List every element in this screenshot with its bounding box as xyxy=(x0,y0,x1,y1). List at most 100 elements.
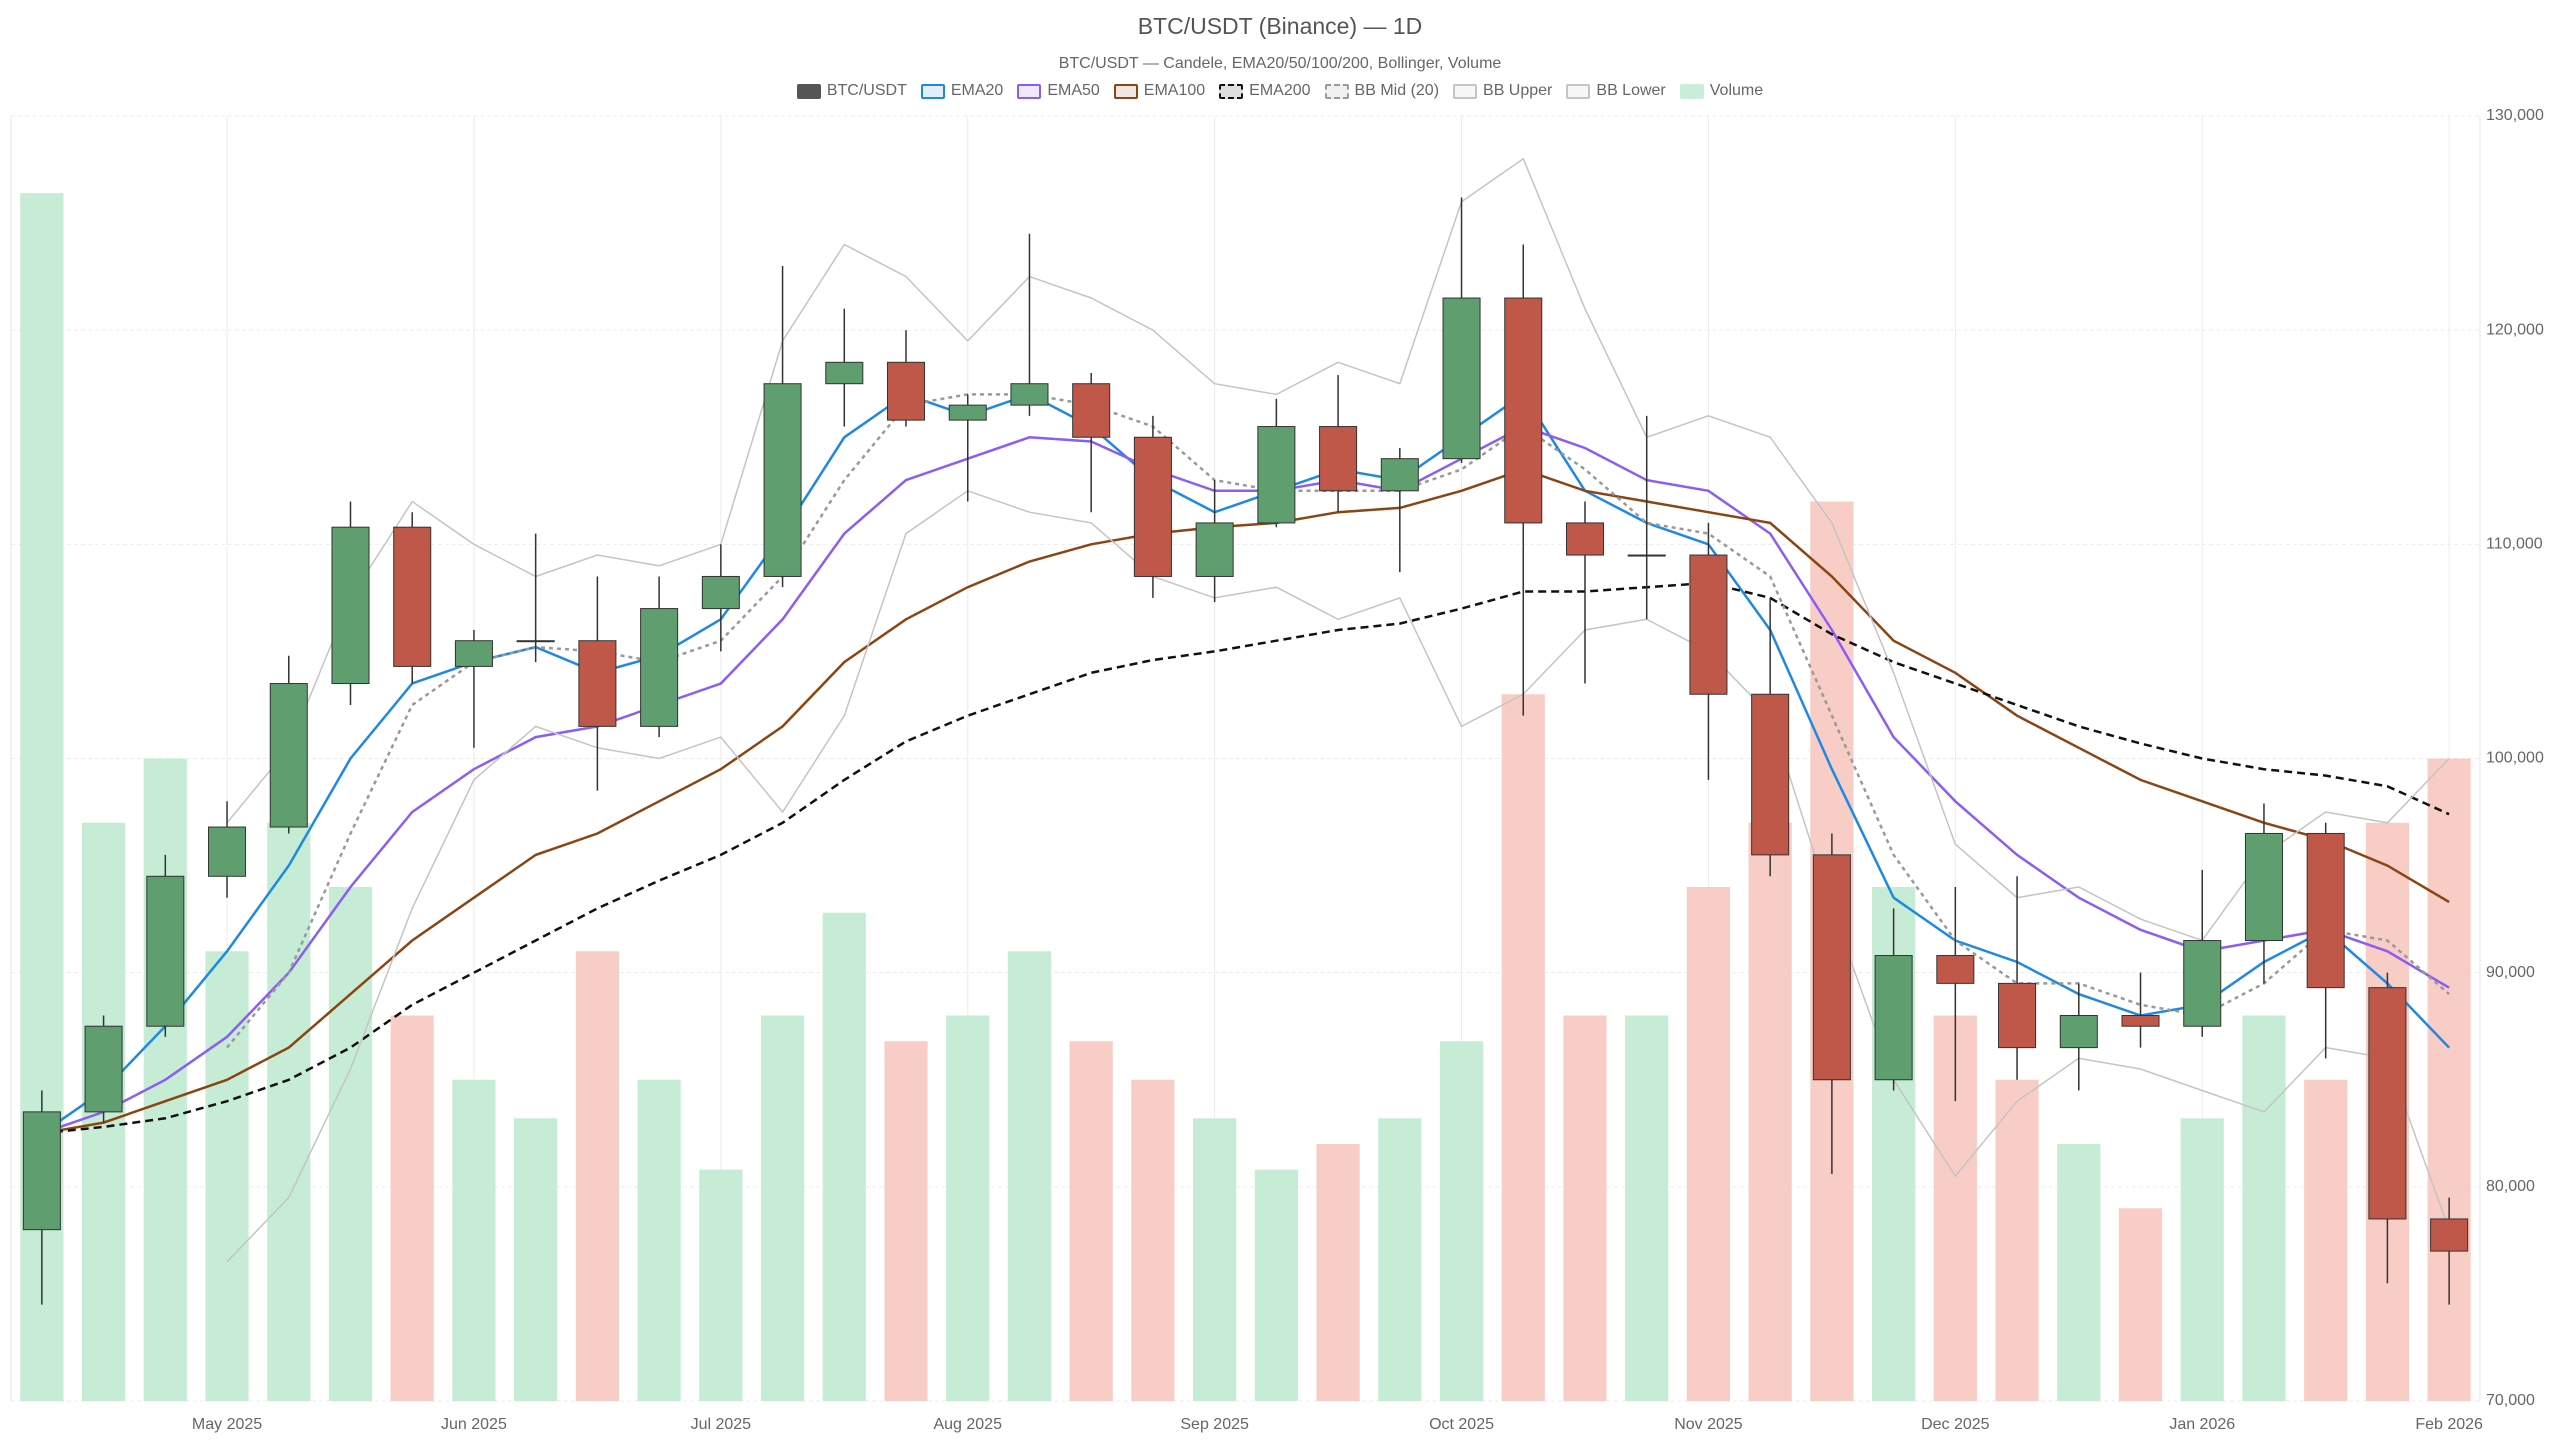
x-tick-label: Sep 2025 xyxy=(1180,1416,1249,1433)
volume-bar xyxy=(1563,1015,1607,1401)
legend-swatch xyxy=(1324,83,1349,99)
volume-bar xyxy=(452,1079,496,1401)
candle-body xyxy=(393,526,432,667)
legend-label: EMA100 xyxy=(1143,82,1206,99)
legend-item[interactable]: BTC/USDT xyxy=(796,82,907,100)
legend-label: EMA20 xyxy=(950,82,1004,99)
candle-body xyxy=(1442,297,1481,460)
volume-bar xyxy=(637,1079,681,1401)
candle-body xyxy=(1689,554,1728,695)
candle-body xyxy=(2244,832,2283,942)
candle-body xyxy=(1380,458,1419,492)
y-tick-label: 130,000 xyxy=(2486,107,2544,124)
legend-swatch xyxy=(1113,83,1138,99)
y-tick-label: 120,000 xyxy=(2486,321,2544,338)
volume-bar xyxy=(1439,1041,1484,1401)
x-tick-label: Jul 2025 xyxy=(691,1416,752,1433)
volume-bar xyxy=(1995,1079,2039,1401)
candle-body xyxy=(2306,832,2345,989)
x-tick-label: Jan 2026 xyxy=(2169,1416,2235,1433)
candle-body xyxy=(84,1025,123,1113)
volume-bar xyxy=(1069,1041,1113,1401)
volume-bar xyxy=(884,1041,928,1401)
y-tick-label: 100,000 xyxy=(2486,750,2544,767)
legend-item[interactable]: EMA20 xyxy=(920,82,1004,100)
legend-item[interactable]: BB Upper xyxy=(1453,82,1552,100)
legend-label: BB Mid (20) xyxy=(1354,82,1440,99)
candle-body xyxy=(763,383,802,577)
candle-body xyxy=(269,683,308,828)
indicator-line xyxy=(41,468,2450,1135)
candle-body xyxy=(146,875,185,1027)
candle-body xyxy=(1010,383,1049,406)
legend-swatch xyxy=(1017,83,1042,99)
volume-bar xyxy=(514,1118,558,1401)
candle-body xyxy=(1812,854,1851,1081)
candle-body xyxy=(701,575,740,610)
y-tick-label: 110,000 xyxy=(2486,536,2543,553)
candle-body xyxy=(1627,554,1666,557)
candle-body xyxy=(948,404,987,421)
candle-body xyxy=(22,1111,61,1231)
candle-body xyxy=(1195,522,1234,577)
volume-bar xyxy=(1625,1015,1669,1401)
legend-item[interactable]: BB Mid (20) xyxy=(1324,82,1440,100)
legend-swatch xyxy=(1219,83,1244,99)
candle-body xyxy=(640,608,679,727)
legend-item[interactable]: EMA100 xyxy=(1113,82,1206,100)
volume-bar xyxy=(2242,1015,2286,1401)
candle-body xyxy=(2183,940,2222,1027)
legend-label: Volume xyxy=(1709,82,1764,99)
volume-bar xyxy=(1131,1079,1175,1401)
candle-body xyxy=(2430,1218,2469,1252)
volume-bar xyxy=(2057,1144,2101,1401)
volume-bar xyxy=(1748,822,1792,1401)
volume-bar xyxy=(1254,1169,1298,1401)
x-tick-label: Feb 2026 xyxy=(2415,1416,2483,1433)
volume-bar xyxy=(699,1169,743,1401)
y-tick-label: 80,000 xyxy=(2486,1178,2535,1195)
volume-bar xyxy=(1378,1118,1422,1401)
indicator-line xyxy=(41,581,2450,1135)
volume-bar xyxy=(1007,951,1052,1401)
candle-body xyxy=(516,640,555,643)
legend-item[interactable]: EMA200 xyxy=(1219,82,1311,100)
legend-label: EMA50 xyxy=(1047,82,1100,99)
legend-swatch xyxy=(796,83,821,99)
indicator-line xyxy=(41,392,2451,1135)
x-tick-label: Jun 2025 xyxy=(441,1416,507,1433)
candle-body xyxy=(2059,1015,2098,1049)
legend-swatch xyxy=(1566,83,1591,99)
volume-bar xyxy=(1316,1144,1360,1401)
volume-bar xyxy=(2118,1208,2163,1401)
x-tick-label: Aug 2025 xyxy=(933,1416,1002,1433)
volume-bar xyxy=(822,912,866,1401)
candle-body xyxy=(1133,436,1172,577)
volume-bar xyxy=(390,1015,434,1401)
candle-body xyxy=(825,361,864,385)
volume-bar xyxy=(267,822,311,1401)
legend-item[interactable]: EMA50 xyxy=(1017,82,1100,100)
volume-bar xyxy=(2304,1079,2348,1401)
legend-item[interactable]: BB Lower xyxy=(1566,82,1666,100)
candle-layer xyxy=(22,197,2469,1305)
candle-body xyxy=(2121,1015,2160,1027)
legend-label: BTC/USDT xyxy=(826,82,907,99)
volume-bar xyxy=(2180,1118,2224,1401)
x-tick-label: May 2025 xyxy=(192,1416,262,1433)
candle-body xyxy=(1319,426,1358,492)
legend-swatch xyxy=(1679,83,1704,99)
y-tick-label: 70,000 xyxy=(2486,1392,2535,1409)
candle-body xyxy=(2368,987,2407,1220)
chart-subtitle: BTC/USDT — Candele, EMA20/50/100/200, Bo… xyxy=(1059,55,1502,72)
candle-body xyxy=(1936,955,1975,984)
candle-body xyxy=(578,640,617,727)
volume-bar xyxy=(328,887,373,1401)
legend-item[interactable]: Volume xyxy=(1679,82,1764,100)
volume-bar xyxy=(1193,1118,1237,1401)
legend-label: BB Upper xyxy=(1483,82,1553,99)
candle-body xyxy=(1751,693,1790,856)
legend: BTC/USDT EMA20 EMA50 EMA100 EMA200 BB Mid (20… xyxy=(0,82,2560,100)
indicator-line xyxy=(226,157,2450,942)
